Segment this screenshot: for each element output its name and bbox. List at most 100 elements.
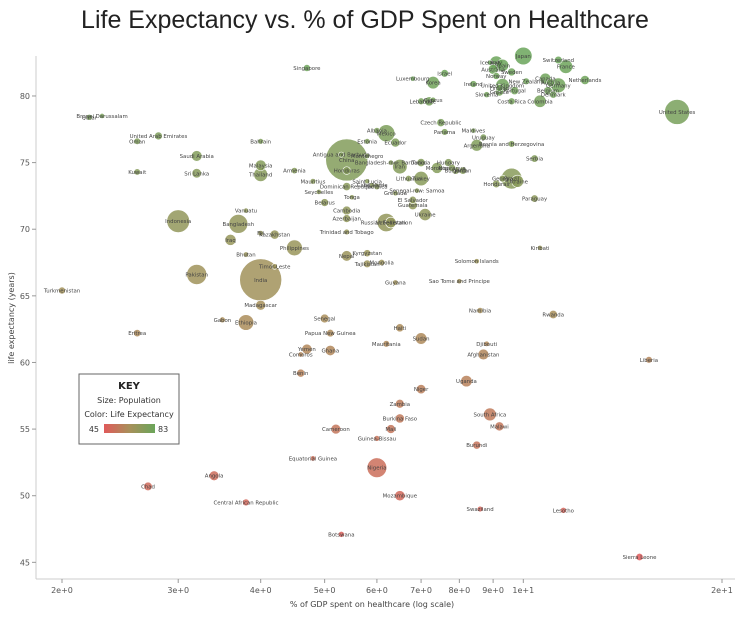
data-point <box>382 340 390 348</box>
x-tick-label: 7e+0 <box>410 586 432 595</box>
data-point-label: Burundi <box>466 443 487 449</box>
data-point <box>507 97 516 106</box>
x-tick-label: 1e+1 <box>512 586 534 595</box>
x-tick-label: 5e+0 <box>314 586 336 595</box>
data-point <box>549 90 558 99</box>
data-point-label: Iran <box>395 165 406 171</box>
data-point-label: Canada <box>535 77 556 83</box>
data-point-label: Ireland <box>464 82 483 88</box>
data-point <box>257 138 264 145</box>
data-point-label: Angola <box>205 474 224 480</box>
data-point-label: Kiribati <box>530 246 549 252</box>
data-point-label: Costa Rica <box>497 99 526 105</box>
data-point <box>430 96 437 104</box>
data-point <box>343 228 350 236</box>
data-point <box>394 490 406 502</box>
data-point <box>416 158 426 168</box>
data-point <box>510 86 519 96</box>
data-point <box>416 384 427 395</box>
data-point <box>458 166 467 175</box>
data-point-label: Sweden <box>501 70 522 76</box>
data-point <box>257 230 264 237</box>
x-axis-label: % of GDP spent on healthcare (log scale) <box>290 600 454 609</box>
data-point-label: Oman <box>129 139 145 145</box>
chart-title: Life Expectancy vs. % of GDP Spent on He… <box>81 6 649 34</box>
data-point-label: Chile <box>422 99 436 105</box>
y-tick-label: 55 <box>20 425 30 434</box>
data-point-label: New Zealand <box>508 79 543 85</box>
data-point <box>395 323 405 333</box>
data-point-label: Bangladesh-row: Barbados <box>355 161 427 167</box>
data-point <box>558 59 574 74</box>
data-point-label: Sri Lanka <box>184 171 209 177</box>
data-point-label: Indonesia <box>165 219 191 225</box>
data-point <box>405 175 413 183</box>
data-point <box>99 113 105 119</box>
data-point-label: Nicaragua <box>438 166 465 172</box>
data-point <box>208 470 220 481</box>
data-point <box>507 67 516 77</box>
data-point-label: Madagascar <box>244 303 277 309</box>
data-point <box>477 348 490 361</box>
data-point-label: Iceland <box>480 61 500 67</box>
data-point <box>366 457 388 478</box>
data-point-label: Nigeria <box>367 466 386 472</box>
data-point-label: Qatar <box>82 115 98 121</box>
data-point <box>303 64 311 72</box>
data-point-label: Albania <box>367 129 387 135</box>
data-point <box>224 234 237 246</box>
data-point <box>511 174 524 188</box>
legend-title: KEY <box>118 381 141 392</box>
data-point <box>414 187 420 194</box>
data-point <box>255 159 267 171</box>
data-point <box>664 99 690 125</box>
data-point <box>448 164 457 172</box>
x-tick-label: 9e+0 <box>482 586 504 595</box>
data-point-label: Gabon <box>214 318 232 324</box>
x-tick-label: 2e+1 <box>711 586 733 595</box>
y-tick-label: 50 <box>20 492 30 501</box>
data-point-label: Uganda <box>456 379 477 385</box>
data-point-label: Slovenia <box>475 93 498 99</box>
data-point-label: Tonga <box>343 195 360 201</box>
data-point-label: Saudi Arabia <box>180 154 214 160</box>
data-point <box>436 118 446 128</box>
data-point <box>319 313 330 324</box>
data-point <box>415 332 428 345</box>
data-point <box>386 424 396 434</box>
data-point <box>133 168 141 176</box>
data-point-label: Ghana <box>322 348 340 354</box>
data-point-label: United States <box>659 110 696 116</box>
data-point-label: Armenia <box>283 169 306 175</box>
data-point-label: Iraq <box>225 238 236 244</box>
data-point <box>530 154 539 163</box>
data-point-label: Switzerland <box>543 58 574 64</box>
data-point <box>373 435 381 442</box>
data-point-label: Maldives <box>462 129 486 135</box>
data-point <box>242 251 249 258</box>
data-point-label: Norway <box>486 74 507 80</box>
data-point-label: Nepal <box>339 254 355 260</box>
data-point <box>494 421 505 432</box>
data-point-label: Philippines <box>280 246 309 252</box>
legend-color-ramp <box>104 424 155 433</box>
data-point <box>58 286 66 295</box>
data-point-label: Mauritania <box>372 342 401 348</box>
data-point <box>498 174 507 183</box>
data-point-label: Morocco <box>426 166 449 172</box>
data-point <box>492 179 501 189</box>
data-point-label: Djibouti <box>476 342 497 348</box>
data-point-label: Greece <box>490 90 510 96</box>
data-point-label: Zambia <box>390 402 410 408</box>
y-tick-label: 70 <box>20 225 30 234</box>
data-point <box>456 278 463 285</box>
data-point <box>470 139 483 152</box>
data-point <box>483 340 490 347</box>
data-point-label: Hungary <box>437 161 461 167</box>
data-point-label: Georgia <box>492 177 513 183</box>
legend-max-label: 83 <box>158 425 168 434</box>
data-point-label: Korea <box>425 81 440 87</box>
legend-min-label: 45 <box>89 425 99 434</box>
data-point <box>394 413 405 424</box>
